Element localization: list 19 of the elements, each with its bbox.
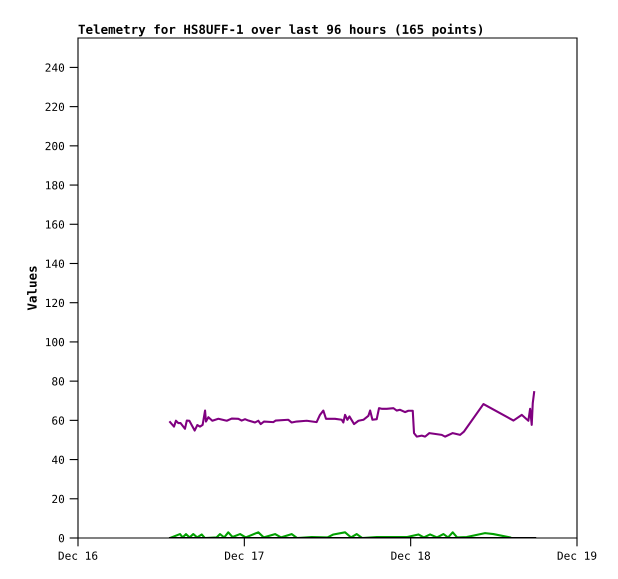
y-tick-label: 160 <box>46 220 64 229</box>
y-tick-label: 240 <box>46 63 64 72</box>
x-tick-label: Dec 16 <box>58 551 98 560</box>
y-tick-label: 200 <box>46 142 64 150</box>
y-tick-label: 20 <box>52 494 64 504</box>
y-tick-label: 40 <box>52 456 64 464</box>
y-tick-label: 100 <box>46 338 64 346</box>
y-tick-label: 180 <box>46 181 64 190</box>
chart-title: Telemetry for HS8UFF-1 over last 96 hours (165 points) <box>78 24 482 36</box>
y-tick-label: 80 <box>52 377 64 386</box>
x-tick-label: Dec 18 <box>391 551 430 560</box>
y-axis-title: Values <box>27 266 37 310</box>
x-tick-label: Dec 19 <box>558 551 596 560</box>
y-tick-label: 140 <box>46 259 64 268</box>
x-tick-label: Dec 17 <box>225 552 264 560</box>
y-tick-label: 220 <box>46 102 64 112</box>
y-tick-label: 60 <box>52 416 64 425</box>
y-tick-label: 120 <box>46 298 64 308</box>
y-tick-label: 0 <box>58 534 64 542</box>
